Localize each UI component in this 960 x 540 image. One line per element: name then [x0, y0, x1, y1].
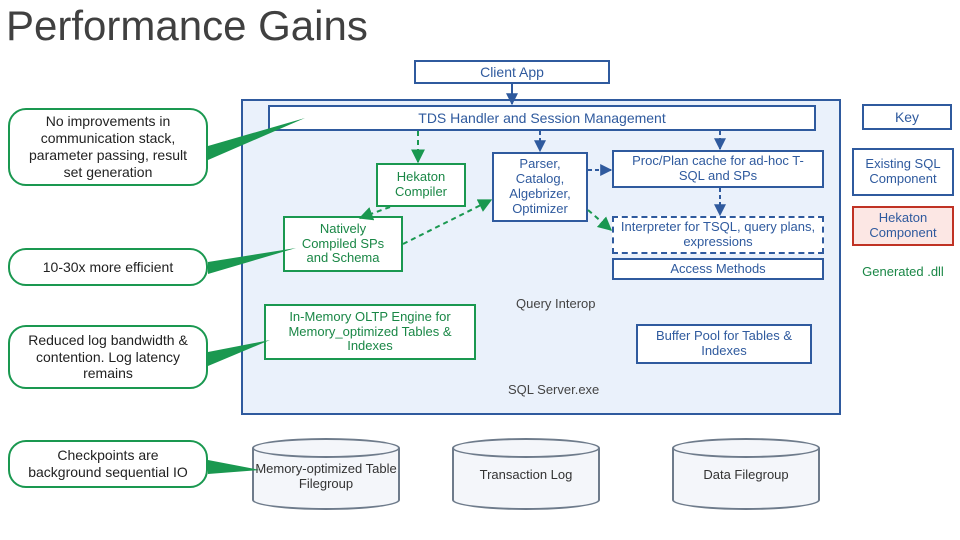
interpreter-box: Interpreter for TSQL, query plans, expre…	[612, 216, 824, 254]
data-filegroup-cylinder: Data Filegroup	[672, 438, 820, 510]
query-interop-label: Query Interop	[516, 296, 596, 311]
client-app-box: Client App	[414, 60, 610, 84]
memory-filegroup-cylinder: Memory-optimized Table Filegroup	[252, 438, 400, 510]
callout-no-improvements: No improvements in communication stack, …	[8, 108, 208, 186]
key-title-box: Key	[862, 104, 952, 130]
transaction-log-cylinder: Transaction Log	[452, 438, 600, 510]
callout-efficiency: 10-30x more efficient	[8, 248, 208, 286]
natively-compiled-box: Natively Compiled SPs and Schema	[283, 216, 403, 272]
key-existing-box: Existing SQL Component	[852, 148, 954, 196]
buffer-pool-box: Buffer Pool for Tables & Indexes	[636, 324, 812, 364]
hekaton-compiler-box: Hekaton Compiler	[376, 163, 466, 207]
page-title: Performance Gains	[6, 2, 368, 50]
callout-log-bandwidth: Reduced log bandwidth & contention. Log …	[8, 325, 208, 389]
access-methods-box: Access Methods	[612, 258, 824, 280]
proc-plan-cache-box: Proc/Plan cache for ad-hoc T-SQL and SPs	[612, 150, 824, 188]
key-generated-label: Generated .dll	[852, 254, 954, 290]
memory-filegroup-label: Memory-optimized Table Filegroup	[252, 462, 400, 492]
parser-box: Parser, Catalog, Algebrizer, Optimizer	[492, 152, 588, 222]
transaction-log-label: Transaction Log	[452, 468, 600, 483]
callout-checkpoints: Checkpoints are background sequential IO	[8, 440, 208, 488]
key-hekaton-box: Hekaton Component	[852, 206, 954, 246]
sql-server-exe-label: SQL Server.exe	[508, 382, 599, 397]
inmemory-engine-box: In-Memory OLTP Engine for Memory_optimiz…	[264, 304, 476, 360]
data-filegroup-label: Data Filegroup	[672, 468, 820, 483]
tds-handler-box: TDS Handler and Session Management	[268, 105, 816, 131]
